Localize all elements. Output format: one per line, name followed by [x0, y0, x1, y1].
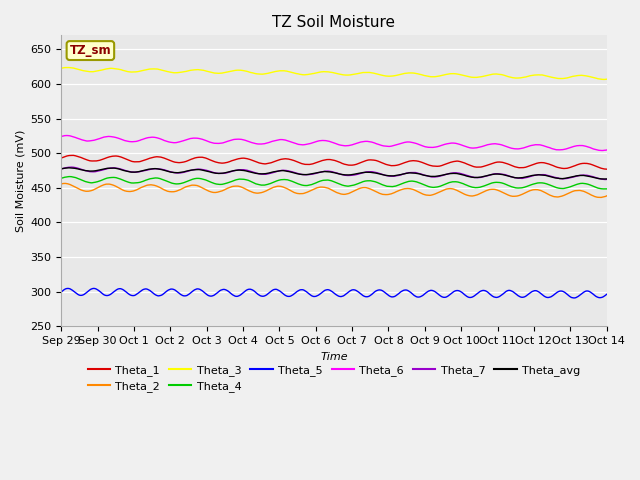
Theta_5: [603, 291, 611, 297]
Theta_3: [63, 64, 70, 70]
Theta_7: [354, 171, 362, 177]
Theta_7: [67, 164, 75, 170]
Theta_7: [603, 177, 611, 182]
Theta_avg: [58, 166, 65, 172]
X-axis label: Time: Time: [320, 352, 348, 362]
Theta_3: [317, 69, 325, 75]
Theta_6: [598, 148, 606, 154]
Theta_avg: [317, 169, 325, 175]
Theta_6: [603, 147, 611, 153]
Theta_6: [354, 140, 362, 146]
Theta_avg: [383, 173, 391, 179]
Theta_7: [383, 173, 391, 179]
Theta_7: [58, 166, 65, 172]
Theta_2: [321, 184, 328, 190]
Text: TZ_sm: TZ_sm: [70, 44, 111, 57]
Theta_5: [354, 288, 362, 294]
Theta_1: [58, 155, 65, 161]
Theta_4: [600, 186, 608, 192]
Line: Theta_5: Theta_5: [61, 288, 607, 298]
Theta_4: [603, 186, 611, 192]
Theta_avg: [65, 165, 73, 171]
Y-axis label: Soil Moisture (mV): Soil Moisture (mV): [15, 130, 25, 232]
Theta_5: [90, 286, 98, 291]
Theta_3: [58, 65, 65, 71]
Theta_2: [58, 181, 65, 187]
Theta_3: [603, 76, 611, 82]
Theta_5: [506, 288, 513, 293]
Theta_1: [506, 162, 513, 168]
Theta_6: [591, 146, 598, 152]
Theta_4: [591, 184, 598, 190]
Theta_5: [58, 289, 65, 295]
Theta_avg: [603, 176, 611, 182]
Theta_2: [354, 186, 362, 192]
Theta_6: [317, 138, 325, 144]
Theta_6: [58, 133, 65, 139]
Theta_avg: [600, 176, 608, 182]
Theta_7: [591, 174, 598, 180]
Theta_4: [65, 174, 73, 180]
Theta_2: [596, 194, 604, 200]
Theta_7: [602, 177, 609, 182]
Theta_6: [383, 144, 391, 149]
Theta_avg: [321, 168, 328, 174]
Theta_6: [63, 132, 70, 138]
Theta_4: [321, 177, 328, 183]
Theta_2: [383, 192, 391, 197]
Theta_7: [506, 173, 513, 179]
Theta_1: [321, 157, 328, 163]
Theta_2: [61, 180, 68, 186]
Theta_5: [383, 291, 391, 297]
Theta_2: [506, 192, 513, 198]
Theta_3: [591, 75, 598, 81]
Theta_3: [383, 73, 391, 79]
Theta_4: [506, 183, 513, 189]
Theta_1: [317, 158, 325, 164]
Theta_7: [321, 168, 328, 174]
Legend: Theta_1, Theta_2, Theta_3, Theta_4, Theta_5, Theta_6, Theta_7, Theta_avg: Theta_1, Theta_2, Theta_3, Theta_4, Thet…: [83, 360, 585, 396]
Theta_1: [68, 153, 76, 158]
Theta_5: [317, 290, 325, 296]
Theta_3: [354, 71, 362, 76]
Theta_1: [603, 166, 611, 172]
Theta_4: [58, 175, 65, 181]
Line: Theta_3: Theta_3: [61, 67, 607, 79]
Theta_1: [354, 161, 362, 167]
Theta_avg: [591, 175, 598, 180]
Theta_6: [506, 144, 513, 150]
Line: Theta_6: Theta_6: [61, 135, 607, 151]
Theta_4: [354, 181, 362, 187]
Line: Theta_7: Theta_7: [61, 167, 607, 180]
Line: Theta_avg: Theta_avg: [61, 168, 607, 179]
Line: Theta_2: Theta_2: [61, 183, 607, 197]
Theta_3: [600, 76, 607, 82]
Title: TZ Soil Moisture: TZ Soil Moisture: [273, 15, 396, 30]
Theta_1: [383, 162, 391, 168]
Theta_5: [592, 293, 600, 299]
Theta_6: [321, 138, 328, 144]
Theta_2: [603, 193, 611, 199]
Theta_7: [317, 169, 325, 175]
Theta_5: [321, 288, 328, 293]
Theta_1: [591, 163, 598, 168]
Line: Theta_1: Theta_1: [61, 156, 607, 169]
Theta_5: [570, 295, 578, 301]
Theta_3: [506, 74, 513, 80]
Theta_4: [383, 183, 391, 189]
Theta_avg: [354, 171, 362, 177]
Theta_4: [317, 178, 325, 184]
Theta_avg: [506, 173, 513, 179]
Theta_3: [321, 69, 328, 74]
Line: Theta_4: Theta_4: [61, 177, 607, 189]
Theta_2: [317, 184, 325, 190]
Theta_2: [591, 193, 598, 199]
